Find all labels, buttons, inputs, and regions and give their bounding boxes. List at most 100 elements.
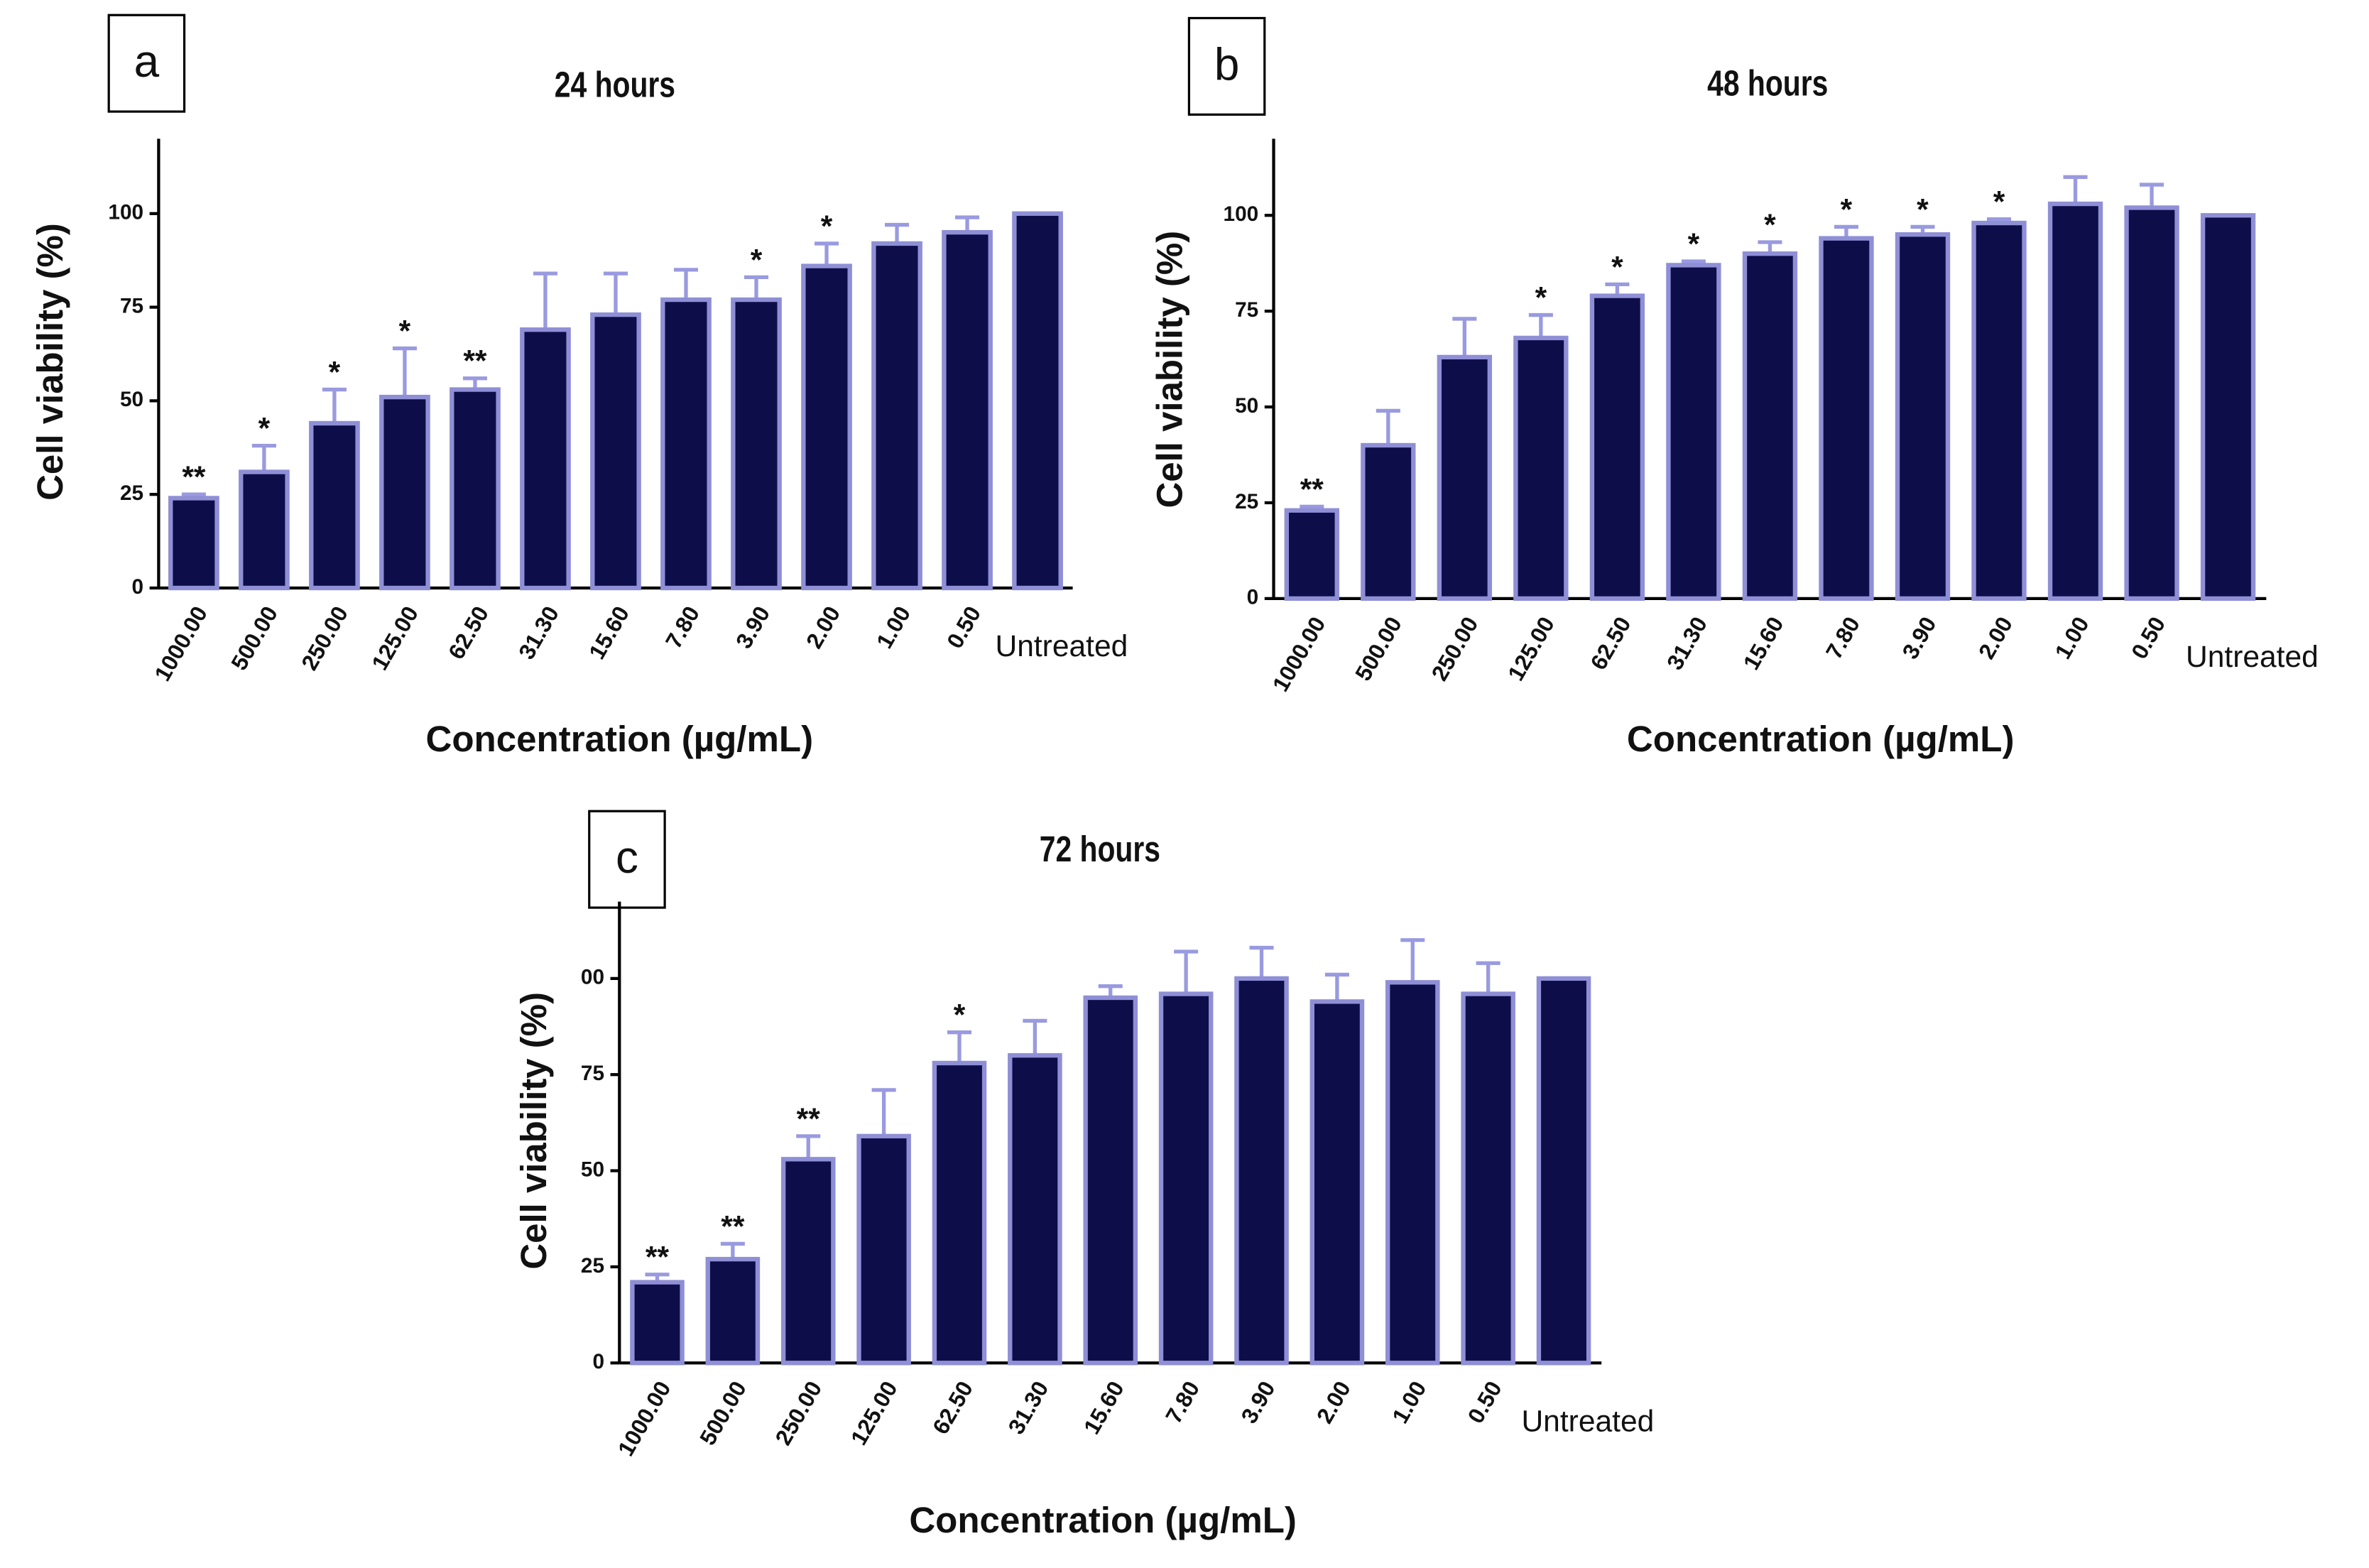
x-tick-label: 3.90 [1236, 1377, 1280, 1428]
bar [801, 263, 852, 591]
bar [2200, 213, 2256, 601]
x-tick-label: 2.00 [1973, 612, 2017, 663]
x-tick-label: 62.50 [443, 601, 494, 663]
y-tick-label: 75 [1235, 298, 1258, 322]
panel-label: c [616, 832, 638, 883]
bar [520, 327, 571, 591]
bar [1589, 293, 1645, 601]
panel-box [107, 13, 186, 113]
x-tick-label: 1000.00 [613, 1377, 676, 1461]
bar [1536, 976, 1591, 1366]
bar [1158, 991, 1214, 1366]
significance: ** [182, 461, 206, 494]
y-tick-label: 25 [1235, 490, 1258, 513]
chart-title: 72 hours [1040, 829, 1160, 869]
panel-label: b [1214, 38, 1240, 89]
bar [590, 312, 641, 591]
y-axis-label: Cell viability (%) [513, 992, 554, 1270]
y-axis-label: Cell viability (%) [1149, 231, 1189, 508]
bar [1083, 995, 1138, 1366]
x-tick-label: 7.80 [1821, 612, 1865, 663]
bar [1309, 999, 1365, 1366]
bar [630, 1280, 685, 1366]
bar [1008, 1052, 1062, 1366]
bar [1895, 232, 1951, 601]
significance: * [1611, 251, 1623, 284]
x-tick-label: 7.80 [660, 601, 704, 653]
x-tick-label: 1.00 [871, 601, 915, 653]
x-tick-label: 31.30 [513, 601, 564, 663]
bar [450, 387, 501, 591]
x-tick-label: Untreated [995, 630, 1128, 663]
x-tick-label: 125.00 [366, 601, 423, 674]
x-tick-label: 1.00 [1387, 1377, 1431, 1428]
x-tick-label: 1.00 [2049, 612, 2093, 663]
x-tick-label: 62.50 [1585, 612, 1635, 674]
bar [705, 1256, 761, 1366]
bar [1385, 980, 1440, 1366]
significance: * [1917, 193, 1929, 227]
significance: ** [721, 1210, 745, 1243]
significance: ** [1300, 473, 1324, 506]
significance: * [1688, 228, 1700, 261]
bar [379, 394, 430, 591]
x-tick-label: 0.50 [942, 601, 986, 653]
panel-box [1187, 16, 1266, 116]
significance: * [751, 244, 763, 277]
x-tick-label: 31.30 [1662, 612, 1712, 674]
bar [168, 496, 219, 591]
significance: * [954, 999, 966, 1033]
bar [309, 420, 360, 591]
y-tick-label: 25 [120, 481, 143, 505]
significance: ** [797, 1103, 821, 1136]
x-tick-label: Untreated [2186, 641, 2319, 674]
bar [2124, 205, 2179, 601]
y-tick-label: 00 [581, 966, 604, 989]
significance: * [1841, 193, 1853, 227]
significance: ** [646, 1241, 670, 1275]
significance: * [1993, 186, 2005, 219]
panel-box [588, 810, 666, 909]
significance: * [1764, 209, 1776, 242]
x-tick-label: 500.00 [226, 601, 283, 674]
y-tick-label: 0 [592, 1350, 604, 1373]
x-tick-label: 500.00 [1350, 612, 1407, 685]
bar [1513, 335, 1569, 601]
x-tick-label: 31.30 [1003, 1377, 1053, 1439]
bar [1742, 251, 1798, 601]
x-tick-label: 15.60 [1738, 612, 1788, 674]
bar [1361, 442, 1416, 601]
x-tick-label: 0.50 [2126, 612, 2170, 663]
x-tick-label: 1000.00 [1268, 612, 1331, 696]
y-tick-label: 100 [1224, 202, 1259, 226]
x-tick-label: 250.00 [770, 1377, 827, 1449]
bar [2047, 201, 2103, 601]
bar [942, 229, 993, 591]
y-tick-label: 0 [1247, 586, 1259, 609]
y-tick-label: 50 [120, 388, 143, 411]
y-tick-label: 50 [581, 1158, 604, 1181]
bar [1666, 263, 1721, 601]
bar [731, 297, 782, 591]
bar [871, 241, 922, 591]
x-axis-label: Concentration (µg/mL) [909, 1500, 1297, 1540]
significance: * [329, 356, 341, 390]
bar [1284, 508, 1339, 601]
x-tick-label: 15.60 [584, 601, 634, 663]
bar [1461, 991, 1515, 1366]
significance: * [1535, 282, 1547, 315]
bar [1971, 220, 2027, 601]
significance: * [399, 315, 411, 349]
x-tick-label: 2.00 [1312, 1377, 1356, 1428]
x-tick-label: 3.90 [1897, 612, 1941, 663]
bar [780, 1157, 836, 1366]
chart-title: 24 hours [555, 64, 675, 104]
x-tick-label: 3.90 [731, 601, 775, 653]
x-tick-label: 250.00 [1426, 612, 1483, 685]
significance: * [258, 413, 271, 446]
y-axis-label: Cell viability (%) [30, 223, 70, 501]
bar [239, 469, 290, 591]
bar [856, 1133, 911, 1366]
